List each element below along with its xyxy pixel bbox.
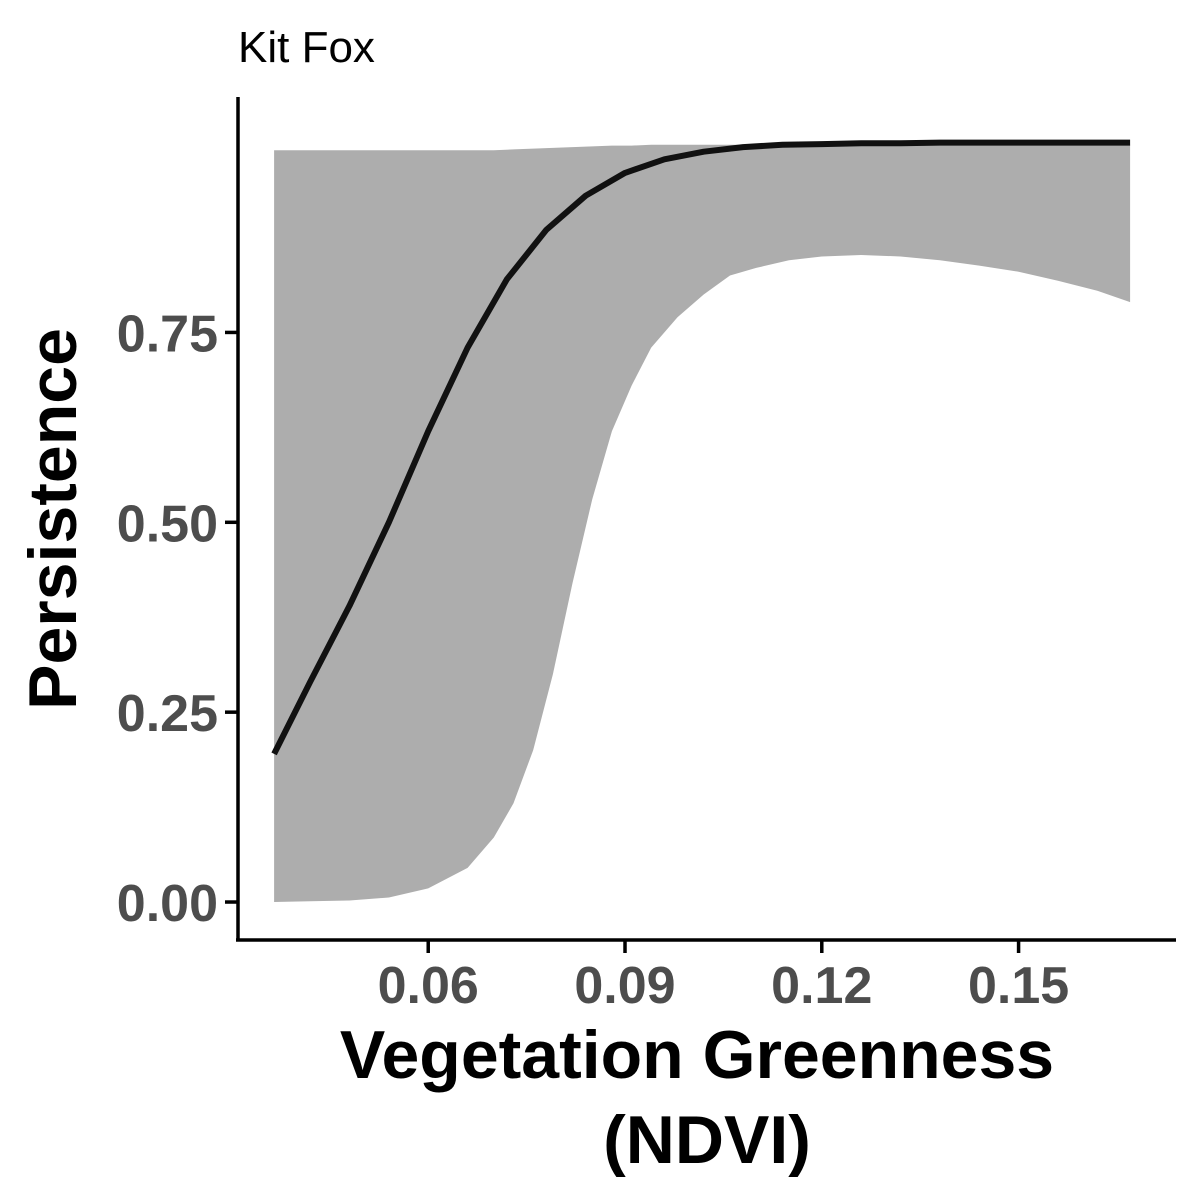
- y-tick-label: 0.00: [117, 875, 218, 933]
- axes: 0.06 0.09 0.12 0.15 0.00 0.25 0.50 0.75: [117, 97, 1176, 1015]
- x-axis-title: Vegetation Greenness: [340, 1017, 1054, 1093]
- confidence-band: [274, 144, 1131, 903]
- x-ticks: 0.06 0.09 0.12 0.15: [378, 940, 1069, 1015]
- chart-title: Kit Fox: [238, 23, 375, 72]
- y-tick-label: 0.25: [117, 685, 218, 743]
- y-tick-label: 0.75: [117, 305, 218, 363]
- y-axis-title: Persistence: [15, 328, 91, 710]
- x-tick-label: 0.15: [968, 957, 1069, 1015]
- x-tick-label: 0.06: [378, 957, 479, 1015]
- x-tick-label: 0.12: [771, 957, 872, 1015]
- y-tick-label: 0.50: [117, 495, 218, 553]
- series-line: [271, 139, 1131, 756]
- x-axis-title-line2: (NDVI): [603, 1102, 811, 1178]
- plot-area: [271, 139, 1131, 903]
- x-tick-label: 0.09: [574, 957, 675, 1015]
- y-ticks: 0.00 0.25 0.50 0.75: [117, 305, 238, 933]
